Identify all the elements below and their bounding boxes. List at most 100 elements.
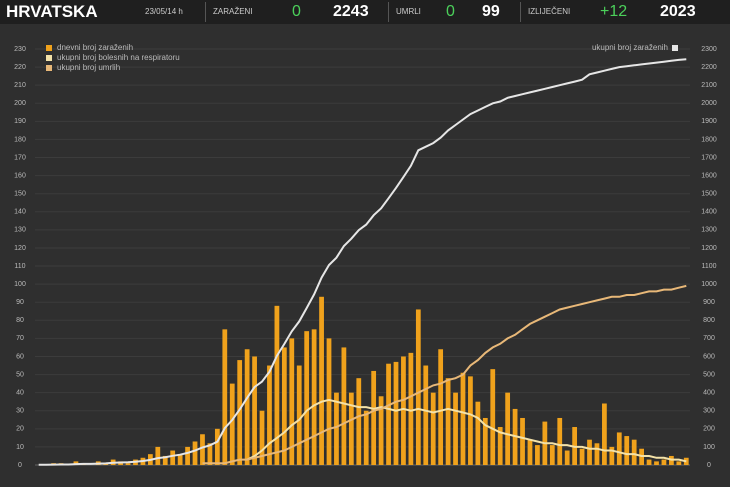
bar xyxy=(609,446,615,465)
bar xyxy=(460,372,466,465)
y2-tick-label: 0 xyxy=(707,462,711,469)
y2-tick-label: 1100 xyxy=(701,263,716,270)
bar xyxy=(616,432,622,465)
bar xyxy=(371,370,377,465)
legend-swatch xyxy=(46,65,52,71)
bar xyxy=(244,349,250,465)
bar xyxy=(415,309,421,465)
stat-total: 99 xyxy=(482,3,500,20)
bar xyxy=(557,417,563,465)
bar xyxy=(401,356,406,465)
bar xyxy=(185,446,190,465)
legend-label: ukupni broj umrlih xyxy=(57,63,120,72)
bar xyxy=(430,392,436,465)
legend-swatch xyxy=(672,45,678,51)
stat-label: ZARAŽENI xyxy=(213,7,253,16)
y-tick-label: 180 xyxy=(14,136,26,143)
bar xyxy=(311,329,317,465)
bar xyxy=(646,459,652,465)
y2-tick-label: 1600 xyxy=(701,172,717,179)
legend-swatch xyxy=(46,55,52,61)
y-tick-label: 20 xyxy=(16,426,24,433)
bar xyxy=(661,459,667,465)
bar xyxy=(200,434,205,465)
bar xyxy=(490,369,496,465)
chart: 0 10 20 30 40 50 60 70 80 90 100 110 120 130 140 150 160… xyxy=(14,43,717,469)
y2-tick-label: 100 xyxy=(703,444,715,451)
bar xyxy=(438,349,444,465)
y2-tick-label: 500 xyxy=(703,371,715,378)
y2-tick-label: 800 xyxy=(703,317,715,324)
y-tick-label: 110 xyxy=(14,263,25,270)
legend-label: dnevni broj zaraženih xyxy=(57,43,133,52)
y2-tick-label: 2300 xyxy=(701,46,717,53)
bar xyxy=(341,347,347,465)
y2-tick-label: 2200 xyxy=(701,64,717,71)
line xyxy=(246,398,687,463)
y2-tick-label: 1300 xyxy=(701,227,717,234)
bar xyxy=(252,356,257,465)
bar xyxy=(356,378,362,465)
bar xyxy=(564,450,570,465)
bar xyxy=(214,428,220,465)
y-tick-label: 190 xyxy=(14,118,26,125)
y-tick-label: 200 xyxy=(14,100,26,107)
bar xyxy=(386,363,391,465)
bar xyxy=(468,376,473,465)
legend-swatch xyxy=(46,45,52,51)
bar xyxy=(229,383,235,465)
bar xyxy=(125,463,131,465)
bar xyxy=(304,331,310,465)
date: 23/05/14 h xyxy=(145,7,183,16)
y2-tick-label: 200 xyxy=(703,426,715,433)
bar xyxy=(535,445,540,465)
y2-tick-label: 900 xyxy=(703,299,715,306)
y-tick-label: 30 xyxy=(16,408,24,415)
bar xyxy=(326,338,332,465)
stat-change: 0 xyxy=(446,3,455,20)
y-tick-label: 100 xyxy=(14,281,26,288)
bar xyxy=(445,378,451,465)
bar xyxy=(624,436,630,465)
bar xyxy=(393,361,399,465)
bar xyxy=(631,439,637,465)
stat-change: 0 xyxy=(292,3,301,20)
legend-label: ukupni broj zaraženih xyxy=(592,43,668,52)
stat-label: IZLIJEČENI xyxy=(528,7,571,16)
bar xyxy=(170,450,176,465)
bar xyxy=(505,392,511,465)
y-tick-label: 70 xyxy=(16,335,24,342)
y-tick-label: 130 xyxy=(14,227,26,234)
bar xyxy=(222,329,228,465)
y-tick-label: 60 xyxy=(16,353,24,360)
legend-label: ukupni broj bolesnih na respiratoru xyxy=(57,53,180,62)
stat-total: 2243 xyxy=(333,3,369,20)
bar xyxy=(274,305,280,465)
y-tick-label: 170 xyxy=(14,154,26,161)
bar xyxy=(207,443,213,465)
y-tick-label: 210 xyxy=(14,82,26,89)
y-tick-label: 120 xyxy=(14,245,26,252)
bar xyxy=(549,445,555,465)
bar xyxy=(289,338,295,465)
bar xyxy=(497,427,503,465)
bar xyxy=(296,365,302,465)
y2-tick-label: 1200 xyxy=(701,245,717,252)
y-tick-label: 140 xyxy=(14,209,26,216)
stat-label: UMRLI xyxy=(396,7,421,16)
line xyxy=(202,284,687,465)
y-tick-label: 160 xyxy=(14,172,26,179)
y-tick-label: 10 xyxy=(16,444,24,451)
bar xyxy=(162,455,168,465)
y2-tick-label: 1800 xyxy=(701,136,717,143)
bar xyxy=(475,401,481,465)
bar xyxy=(348,392,354,465)
bar xyxy=(587,439,592,465)
bar xyxy=(281,347,287,465)
title: HRVATSKA xyxy=(6,2,98,21)
bar xyxy=(177,454,183,465)
bar xyxy=(453,392,458,465)
y-tick-label: 40 xyxy=(16,389,24,396)
y-tick-label: 230 xyxy=(14,46,26,53)
